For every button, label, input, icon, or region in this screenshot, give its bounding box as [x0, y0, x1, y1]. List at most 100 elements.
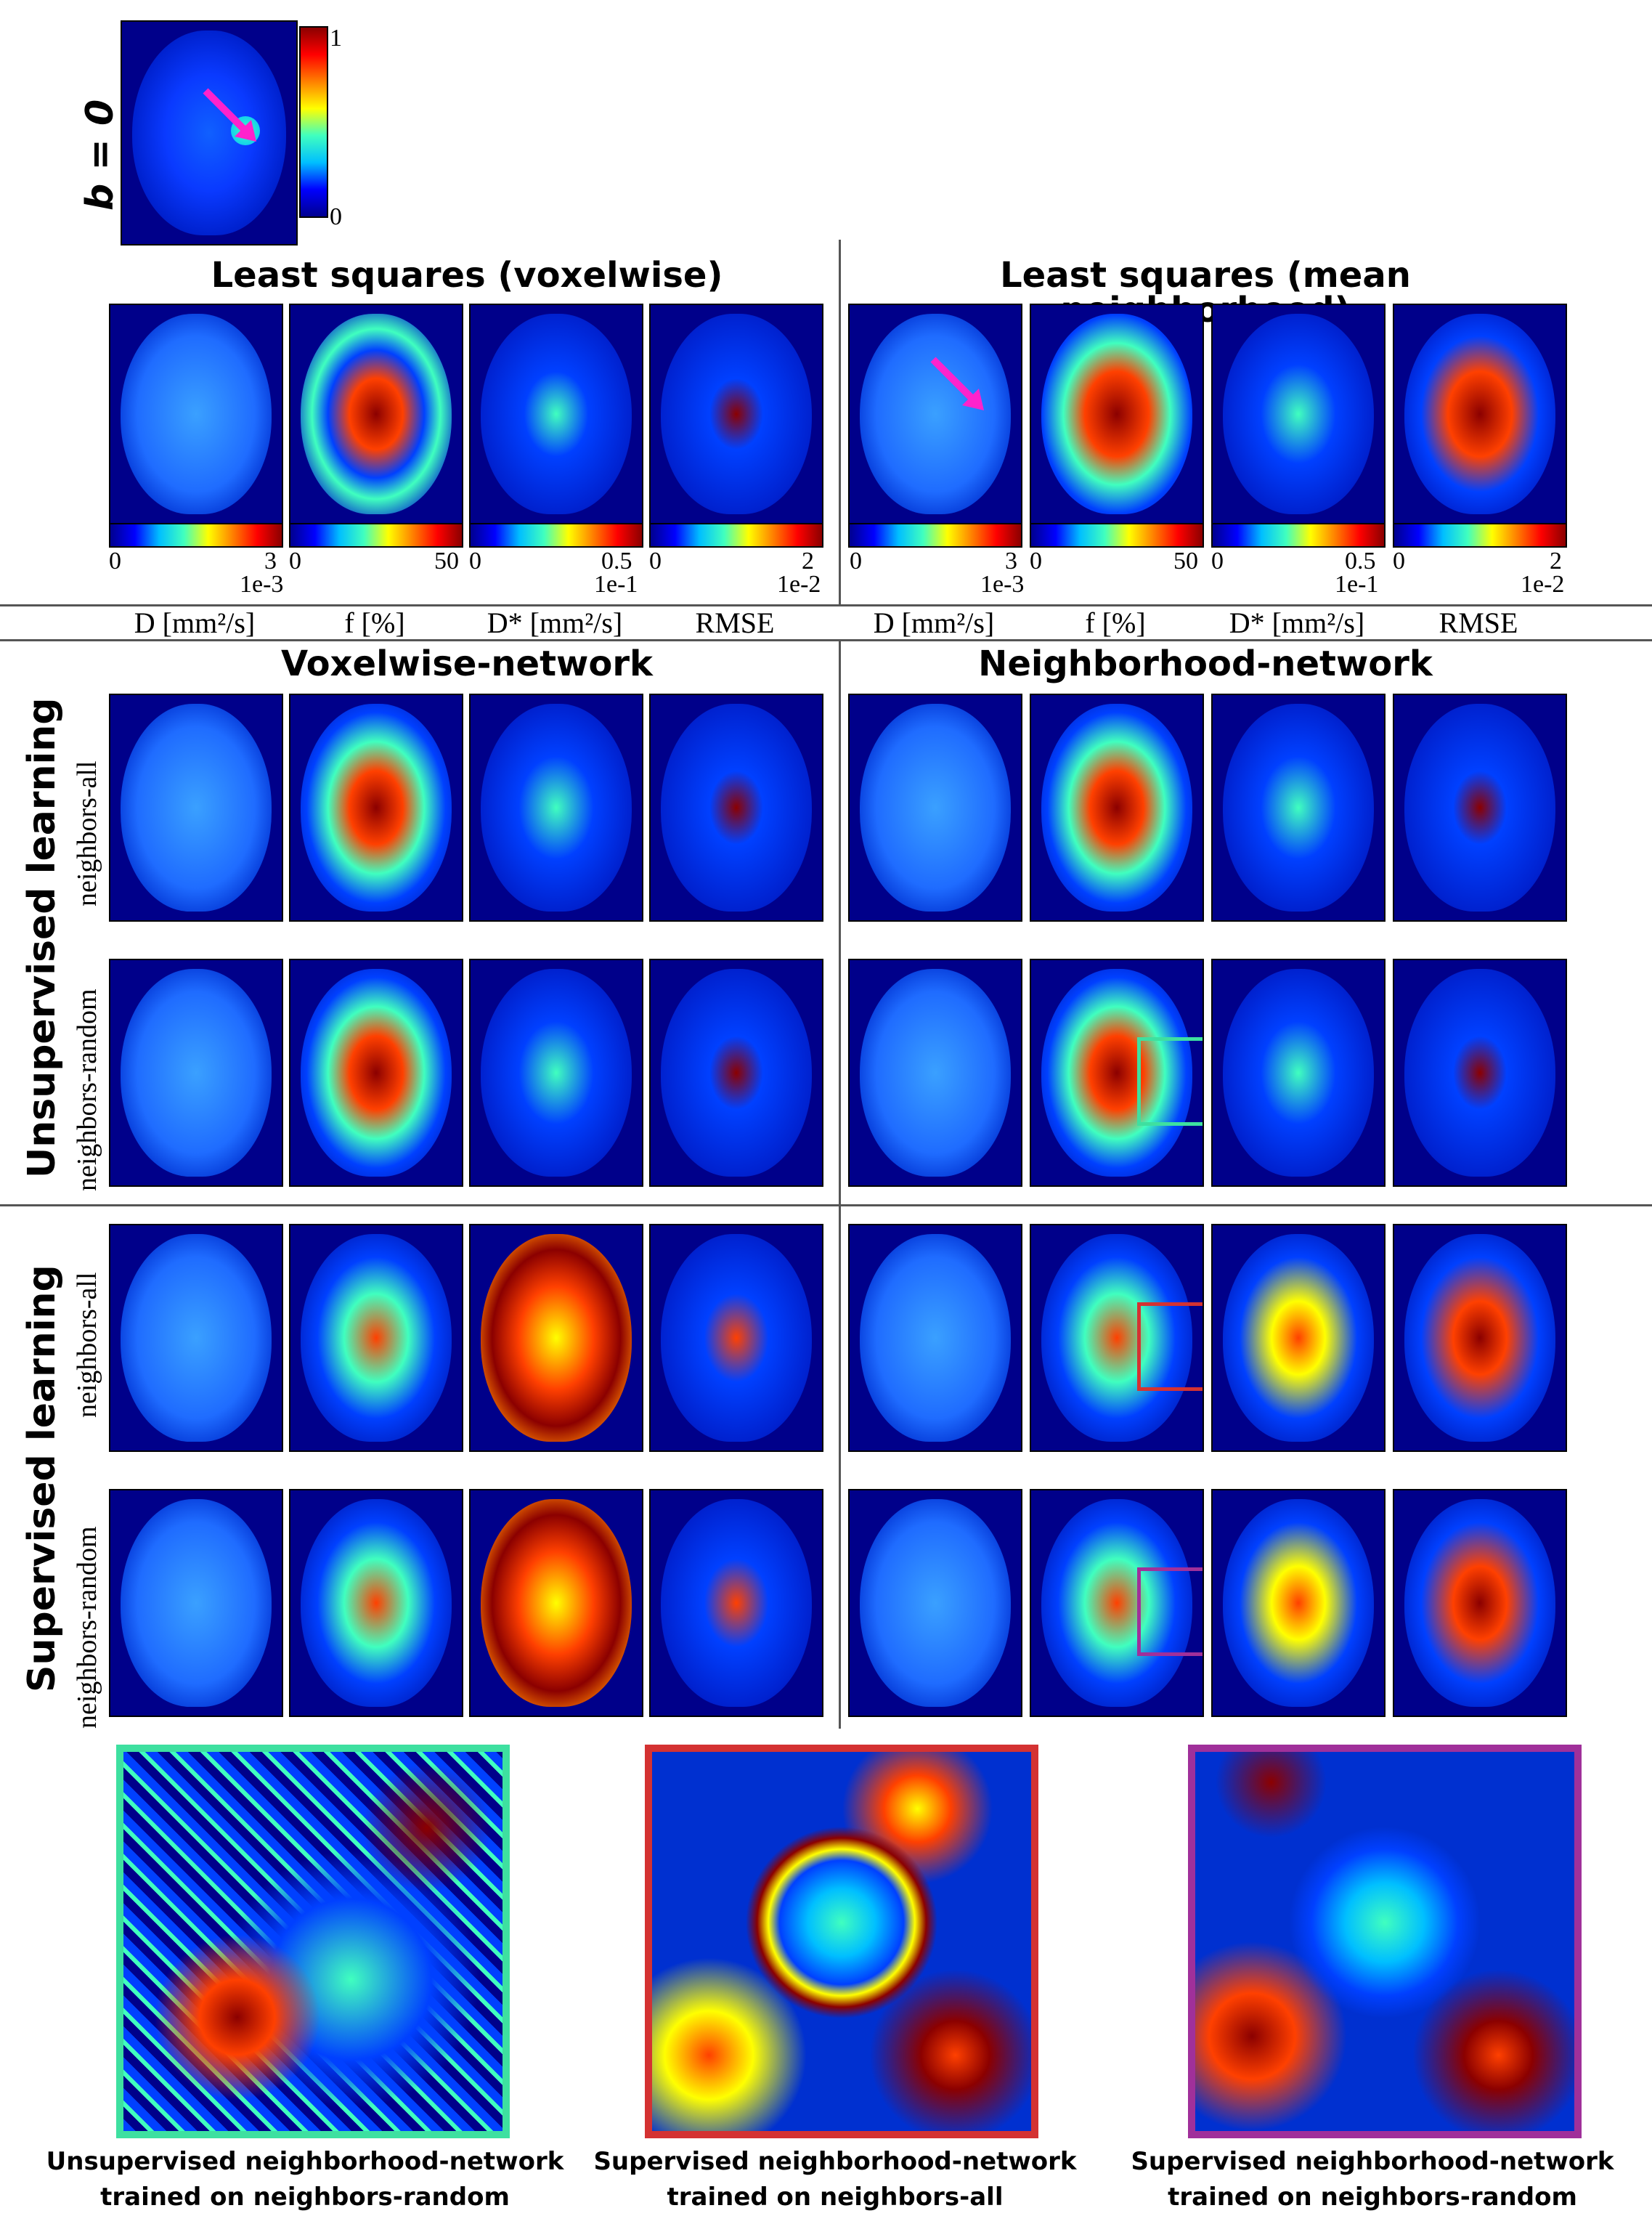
ls-voxelwise-RMSE-map	[649, 304, 823, 524]
voxelwise-network-title: Voxelwise-network	[281, 644, 653, 684]
ls-voxelwise-Dstar-map	[469, 304, 643, 524]
param-label-D: D [mm²/s]	[134, 606, 256, 639]
colorbar-f-max: 50	[434, 548, 459, 575]
colorbar-f-right-min: 0	[1030, 548, 1042, 575]
divider-h-1	[0, 604, 1652, 606]
param-label-Dstar: D* [mm²/s]	[487, 606, 623, 639]
ls-voxelwise-title: Least squares (voxelwise)	[211, 255, 723, 296]
unsup-random-voxelwise-D-map	[109, 959, 283, 1187]
sup-random-voxelwise-f-map	[289, 1489, 463, 1717]
zoom-panel-teal	[116, 1745, 510, 2138]
colorbar-D-max: 3	[264, 548, 277, 575]
unsup-random-neighborhood-f-map	[1030, 959, 1204, 1187]
param-label-f-right: f [%]	[1085, 606, 1146, 639]
ls-voxelwise-f-map	[289, 304, 463, 524]
unsup-all-neighborhood-D-map	[848, 694, 1022, 922]
divider-h-2	[0, 639, 1652, 641]
zoom-caption-teal: Unsupervised neighborhood-network traine…	[29, 2144, 581, 2216]
colorbar-RMSE-right-min: 0	[1393, 548, 1405, 575]
unsup-random-voxelwise-Dstar-map	[469, 959, 643, 1187]
zoom-caption-teal-line2: trained on neighbors-random	[100, 2183, 510, 2212]
divider-h-3	[0, 1204, 1652, 1206]
sup-random-voxelwise-D-map	[109, 1489, 283, 1717]
zoom-caption-red-line1: Supervised neighborhood-network	[593, 2147, 1077, 2176]
unsupervised-random-label: neighbors-random	[72, 989, 102, 1191]
unsup-all-voxelwise-f-map	[289, 694, 463, 922]
colorbar-D-scale: 1e-3	[240, 571, 284, 598]
unsup-random-voxelwise-f-map	[289, 959, 463, 1187]
colorbar-D-right-min: 0	[850, 548, 862, 575]
unsup-random-neighborhood-Dstar-map	[1211, 959, 1386, 1187]
ls-mean-RMSE-map	[1393, 304, 1567, 524]
colorbar-Dstar-min: 0	[469, 548, 481, 575]
unsup-all-neighborhood-RMSE-map	[1393, 694, 1567, 922]
sup-random-voxelwise-Dstar-map	[469, 1489, 643, 1717]
colorbar-Dstar-right	[1211, 523, 1386, 548]
unsup-random-voxelwise-RMSE-map	[649, 959, 823, 1187]
sup-all-neighborhood-D-map	[848, 1224, 1022, 1452]
sup-all-voxelwise-RMSE-map	[649, 1224, 823, 1452]
colorbar-D-right-max: 3	[1005, 548, 1017, 575]
roi-box-red	[1137, 1302, 1203, 1391]
supervised-all-label: neighbors-all	[72, 1272, 102, 1418]
zoom-caption-purple-line1: Supervised neighborhood-network	[1131, 2147, 1614, 2176]
zoom-caption-purple-line2: trained on neighbors-random	[1168, 2183, 1577, 2212]
sup-all-neighborhood-f-map	[1030, 1224, 1204, 1452]
sup-random-neighborhood-f-map	[1030, 1489, 1204, 1717]
colorbar-D-right-scale: 1e-3	[980, 571, 1025, 598]
divider-v-1	[839, 240, 841, 604]
colorbar-f-min: 0	[289, 548, 301, 575]
unsup-all-neighborhood-f-map	[1030, 694, 1204, 922]
param-label-RMSE: RMSE	[695, 606, 775, 639]
sup-all-voxelwise-Dstar-map	[469, 1224, 643, 1452]
unsupervised-all-label: neighbors-all	[72, 760, 102, 906]
sup-random-neighborhood-Dstar-map	[1211, 1489, 1386, 1717]
colorbar-RMSE-scale: 1e-2	[777, 571, 821, 598]
colorbar-Dstar-right-min: 0	[1211, 548, 1224, 575]
colorbar-Dstar-scale: 1e-1	[594, 571, 638, 598]
b0-colorbar-min: 0	[330, 203, 342, 230]
colorbar-f-right-max: 50	[1173, 548, 1198, 575]
colorbar-D-min: 0	[109, 548, 121, 575]
zoom-panel-red	[645, 1745, 1038, 2138]
unsup-all-voxelwise-D-map	[109, 694, 283, 922]
sup-all-neighborhood-RMSE-map	[1393, 1224, 1567, 1452]
colorbar-Dstar	[469, 523, 643, 548]
ls-mean-f-map	[1030, 304, 1204, 524]
colorbar-Dstar-max: 0.5	[601, 548, 632, 575]
colorbar-f	[289, 523, 463, 548]
roi-box-teal	[1137, 1037, 1203, 1126]
sup-random-voxelwise-RMSE-map	[649, 1489, 823, 1717]
zoom-caption-red: Supervised neighborhood-network trained …	[559, 2144, 1111, 2216]
unsupervised-label: Unsupervised learning	[20, 697, 64, 1178]
supervised-label: Supervised learning	[20, 1265, 64, 1692]
unsup-random-neighborhood-D-map	[848, 959, 1022, 1187]
colorbar-D-right	[848, 523, 1022, 548]
sup-random-neighborhood-D-map	[848, 1489, 1022, 1717]
neighborhood-network-title: Neighborhood-network	[978, 644, 1433, 684]
colorbar-RMSE-max: 2	[802, 548, 814, 575]
roi-box-purple	[1137, 1567, 1203, 1656]
b0-label: b = 0	[78, 99, 122, 211]
supervised-random-label: neighbors-random	[72, 1526, 102, 1729]
param-label-RMSE-right: RMSE	[1439, 606, 1518, 639]
b0-colorbar-max: 1	[330, 25, 342, 52]
param-label-f: f [%]	[344, 606, 405, 639]
colorbar-f-right	[1030, 523, 1204, 548]
sup-random-neighborhood-RMSE-map	[1393, 1489, 1567, 1717]
colorbar-Dstar-right-max: 0.5	[1345, 548, 1376, 575]
colorbar-Dstar-right-scale: 1e-1	[1335, 571, 1379, 598]
colorbar-RMSE-min: 0	[649, 548, 662, 575]
param-label-Dstar-right: D* [mm²/s]	[1229, 606, 1365, 639]
colorbar-RMSE	[649, 523, 823, 548]
sup-all-voxelwise-D-map	[109, 1224, 283, 1452]
ls-mean-D-map	[848, 304, 1022, 524]
colorbar-RMSE-right-max: 2	[1550, 548, 1562, 575]
b0-map	[121, 20, 298, 245]
ls-mean-Dstar-map	[1211, 304, 1386, 524]
sup-all-voxelwise-f-map	[289, 1224, 463, 1452]
zoom-caption-red-line2: trained on neighbors-all	[667, 2183, 1004, 2212]
divider-v-2	[839, 639, 841, 1729]
unsup-all-neighborhood-Dstar-map	[1211, 694, 1386, 922]
zoom-caption-purple: Supervised neighborhood-network trained …	[1096, 2144, 1648, 2216]
